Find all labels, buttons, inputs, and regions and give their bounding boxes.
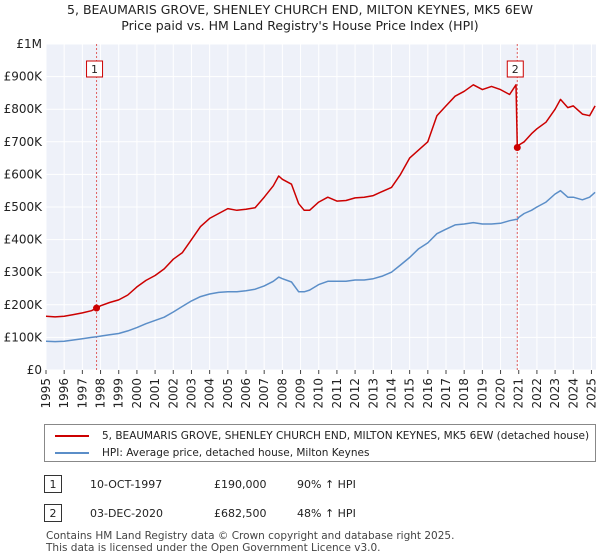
x-tick-label: 2005 — [221, 378, 235, 409]
y-tick-label: £0 — [27, 363, 42, 377]
legend-item-property: 5, BEAUMARIS GROVE, SHENLEY CHURCH END, … — [55, 428, 589, 444]
legend-swatch-blue — [55, 452, 89, 454]
gridlines — [45, 43, 596, 371]
sale-point — [513, 144, 521, 152]
chart-subtitle: Price paid vs. HM Land Registry's House … — [121, 18, 478, 33]
y-tick-label: £600K — [4, 167, 44, 181]
x-tick-label: 2024 — [566, 378, 580, 409]
sale-marker-box — [506, 60, 524, 78]
legend-swatch-red — [55, 435, 89, 437]
x-tick-label: 2010 — [312, 378, 326, 409]
sale-marker-number: 1 — [91, 63, 98, 76]
legend-label-property: 5, BEAUMARIS GROVE, SHENLEY CHURCH END, … — [102, 430, 590, 442]
y-axis-ticks: £0 £100K £200K £300K £400K £500K £600K £700K £80… — [4, 37, 44, 377]
footer-credits: Contains HM Land Registry data © Crown c… — [46, 530, 454, 554]
x-tick-label: 2017 — [439, 378, 453, 409]
y-tick-label: £300K — [4, 265, 44, 279]
sale-point — [93, 304, 101, 312]
x-tick-label: 2014 — [384, 378, 398, 409]
x-tick-label: 2019 — [475, 378, 489, 409]
x-tick-label: 1995 — [39, 378, 53, 409]
x-tick-label: 1999 — [112, 378, 126, 409]
x-tick-label: 2001 — [148, 378, 162, 409]
x-tick-label: 2003 — [184, 378, 198, 409]
x-tick-label: 2009 — [294, 378, 308, 409]
annotation-badge: 1 — [44, 475, 62, 493]
x-tick-label: 2013 — [366, 378, 380, 409]
annotation-hpi: 90% ↑ HPI — [297, 477, 356, 491]
legend-item-hpi: HPI: Average price, detached house, Milt… — [55, 445, 369, 461]
x-tick-label: 2022 — [530, 378, 544, 409]
x-tick-label: 2000 — [130, 378, 144, 409]
x-tick-label: 2025 — [584, 378, 598, 409]
annotation-badge: 2 — [44, 504, 62, 522]
y-tick-label: £900K — [4, 70, 44, 84]
x-tick-label: 2020 — [494, 378, 508, 409]
x-tick-label: 2011 — [330, 378, 344, 409]
x-tick-label: 1998 — [94, 378, 108, 409]
x-tick-label: 2016 — [421, 378, 435, 409]
legend: 5, BEAUMARIS GROVE, SHENLEY CHURCH END, … — [44, 424, 596, 462]
x-tick-label: 1997 — [75, 378, 89, 409]
y-tick-label: £200K — [4, 298, 44, 312]
x-tick-label: 2021 — [512, 378, 526, 409]
y-tick-label: £1M — [16, 37, 42, 51]
footer-line-1: Contains HM Land Registry data © Crown c… — [46, 530, 455, 542]
annotation-date: 10-OCT-1997 — [90, 477, 163, 491]
footer-line-2: This data is licensed under the Open Gov… — [46, 542, 381, 554]
x-tick-label: 2015 — [403, 378, 417, 409]
legend-label-hpi: HPI: Average price, detached house, Milt… — [102, 447, 370, 459]
x-tick-label: 2002 — [166, 378, 180, 409]
x-tick-label: 2004 — [203, 378, 217, 409]
x-tick-label: 2006 — [239, 378, 253, 409]
annotation-date: 03-DEC-2020 — [90, 506, 164, 520]
annotation-row-2: 2 03-DEC-2020 £682,500 48% ↑ HPI — [44, 503, 356, 523]
y-tick-label: £500K — [4, 200, 44, 214]
y-tick-label: £700K — [4, 135, 44, 149]
x-tick-label: 2008 — [275, 378, 289, 409]
price-chart: 5, BEAUMARIS GROVE, SHENLEY CHURCH END, … — [4, 2, 599, 409]
chart-title: 5, BEAUMARIS GROVE, SHENLEY CHURCH END, … — [67, 2, 533, 17]
sale-marker-box — [86, 60, 104, 78]
y-tick-label: £100K — [4, 330, 44, 344]
x-axis-ticks: 1995 1996 1997 1998 1999 2000 2001 2002 2003 2004… — [39, 370, 598, 409]
x-tick-label: 2012 — [348, 378, 362, 409]
y-tick-label: £400K — [4, 233, 44, 247]
x-tick-label: 2007 — [257, 378, 271, 409]
y-tick-label: £800K — [4, 102, 44, 116]
x-tick-label: 2018 — [457, 378, 471, 409]
annotation-price: £190,000 — [214, 477, 267, 491]
annotation-row-1: 1 10-OCT-1997 £190,000 90% ↑ HPI — [44, 474, 356, 494]
annotation-price: £682,500 — [214, 506, 267, 520]
sale-marker-number: 2 — [512, 63, 519, 76]
annotation-hpi: 48% ↑ HPI — [297, 506, 356, 520]
hpi-series-line — [45, 189, 596, 343]
x-tick-label: 1996 — [57, 378, 71, 409]
x-tick-label: 2023 — [548, 378, 562, 409]
